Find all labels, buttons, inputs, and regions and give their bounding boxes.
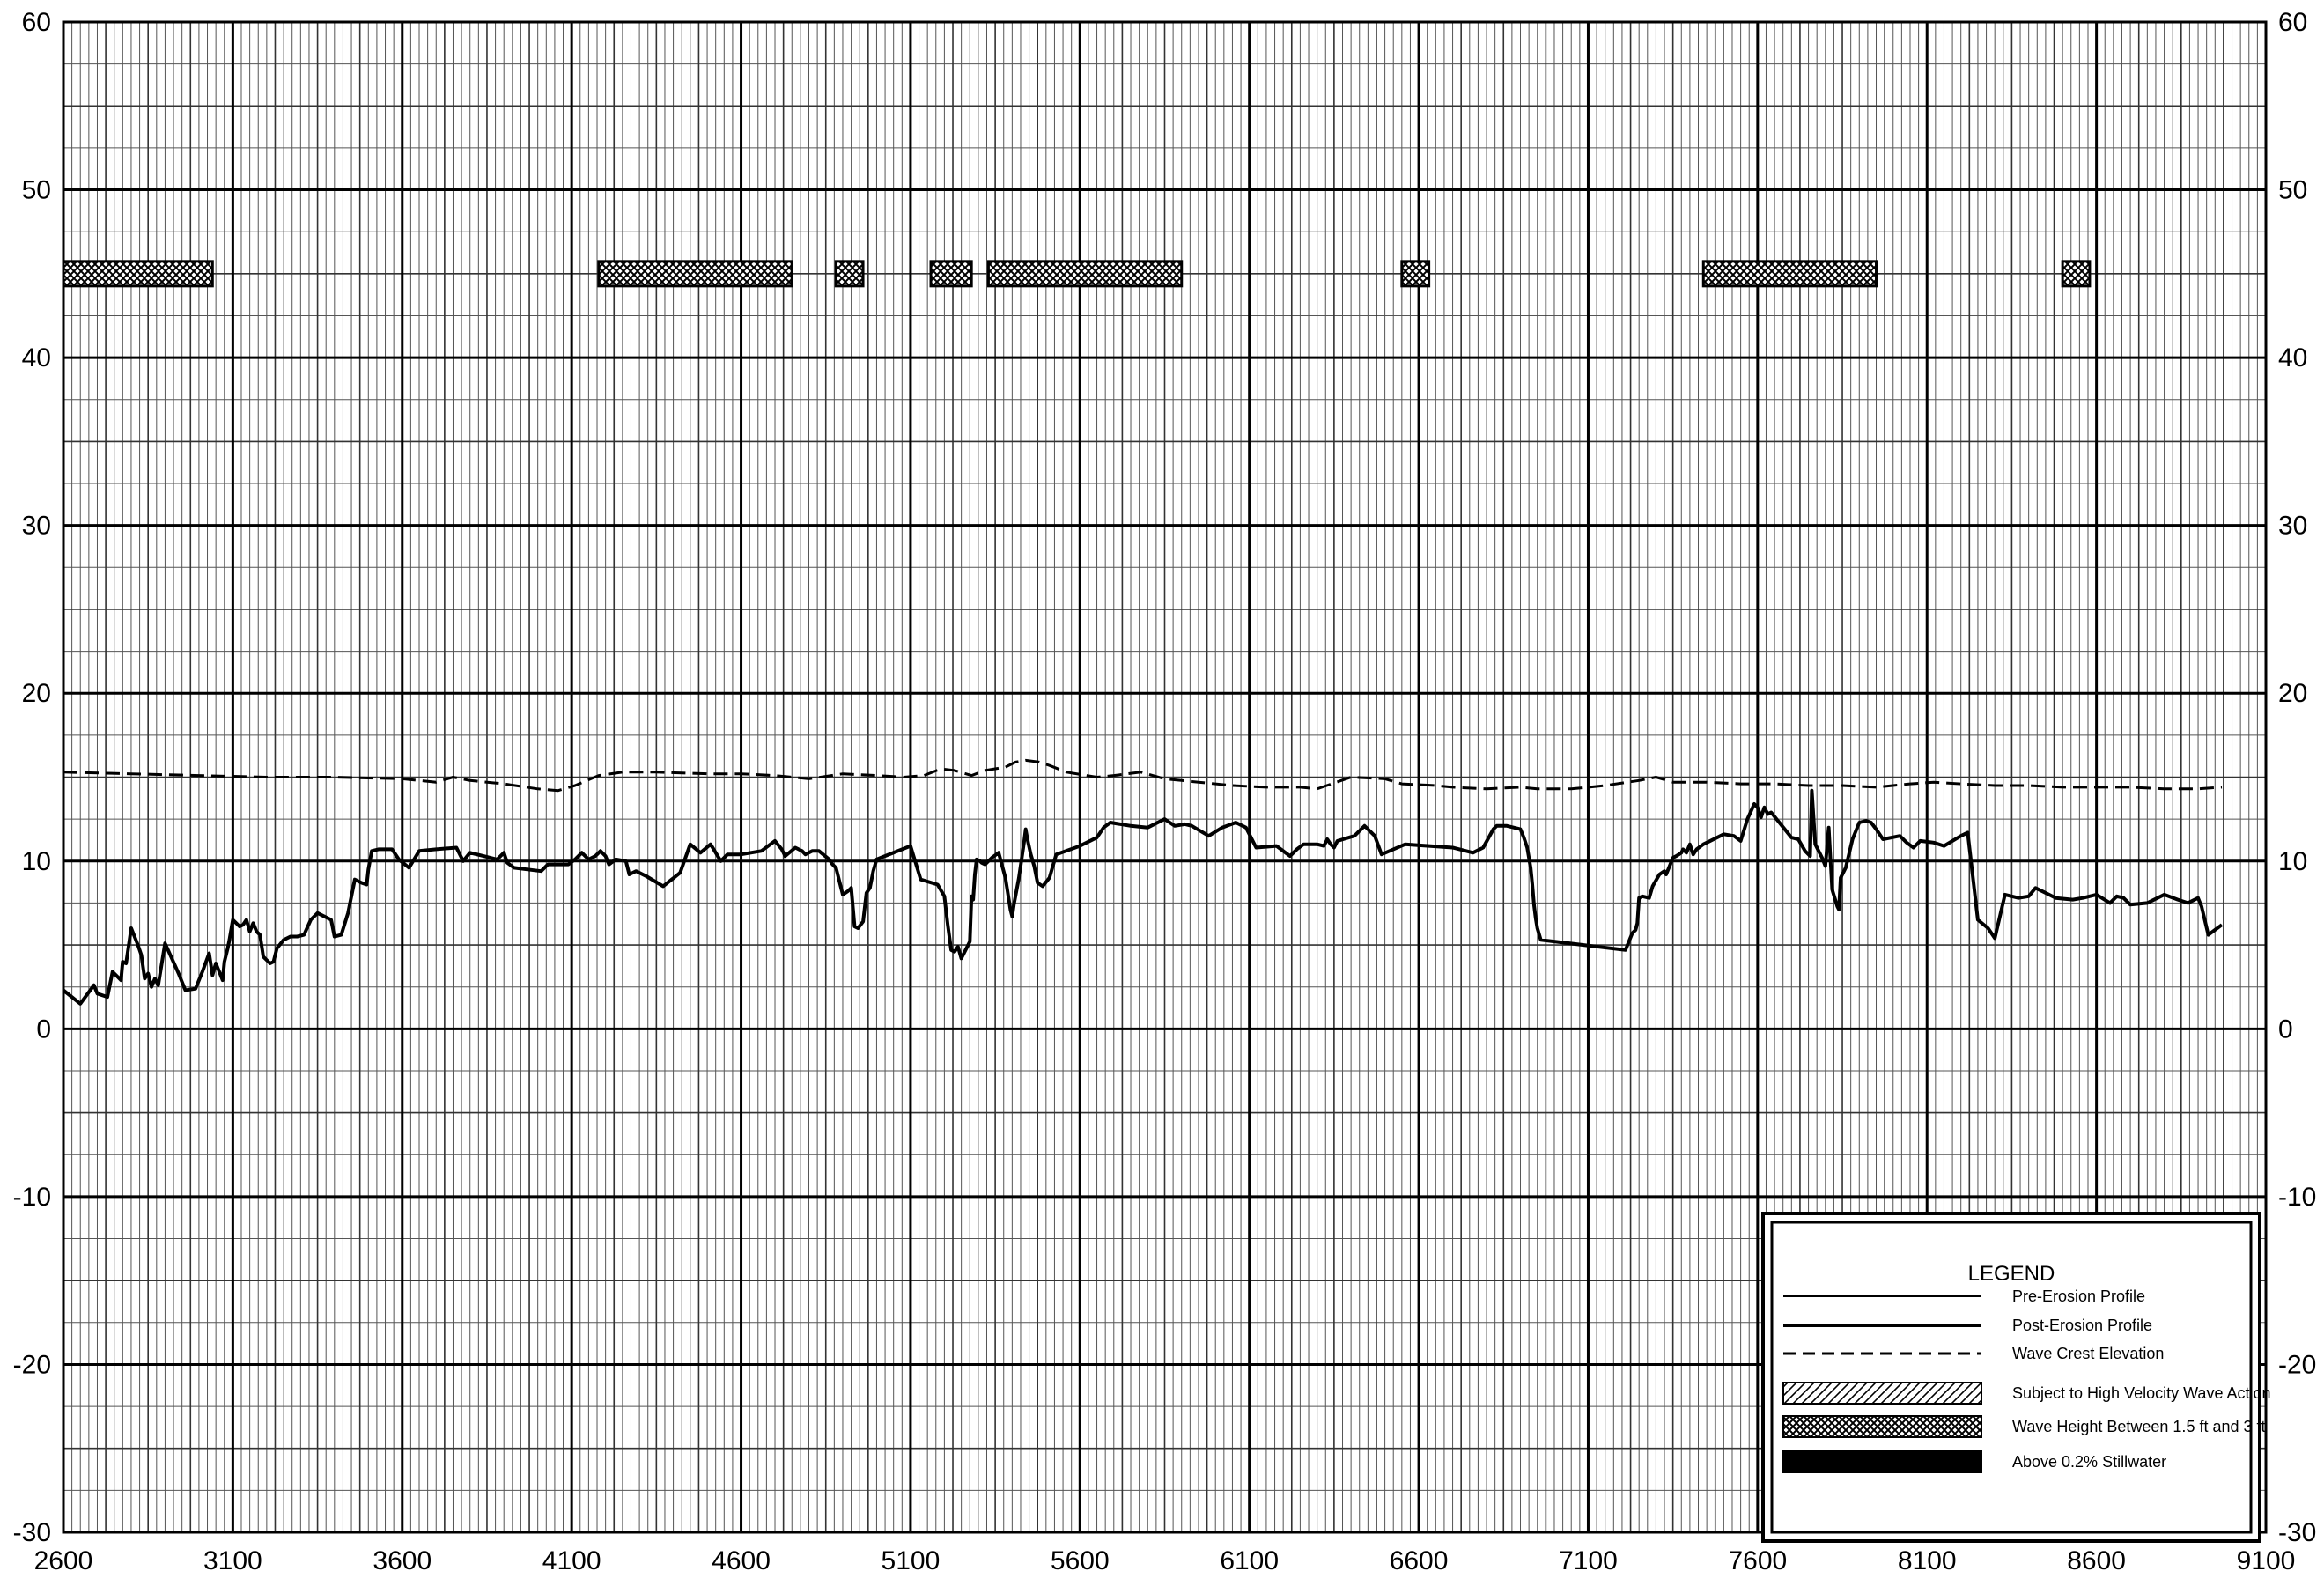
y-tick-label-left: -30 xyxy=(13,1518,51,1547)
wave-height-zone-bar xyxy=(986,260,1184,288)
y-tick-label-right: 0 xyxy=(2278,1014,2293,1044)
y-tick-label-left: 40 xyxy=(22,343,51,373)
wave-crest-elevation-line xyxy=(63,758,2223,793)
legend-title: LEGEND xyxy=(1968,1262,2055,1286)
x-tick-label: 7100 xyxy=(1559,1546,1618,1575)
x-tick-label: 4100 xyxy=(542,1546,601,1575)
legend-symbol-wave-height xyxy=(1782,1415,1982,1438)
y-tick-label-left: -10 xyxy=(13,1183,51,1212)
legend-item-label: Pre-Erosion Profile xyxy=(2012,1287,2145,1305)
x-tick-label: 5100 xyxy=(882,1546,941,1575)
wave-height-zone-bar xyxy=(597,260,793,288)
x-tick-label: 4600 xyxy=(712,1546,771,1575)
y-tick-label-left: 60 xyxy=(22,8,51,37)
wave-height-zone-bar xyxy=(1701,260,1878,288)
y-tick-label-right: 50 xyxy=(2278,176,2307,205)
y-tick-label-right: 30 xyxy=(2278,512,2307,541)
x-tick-label: 3600 xyxy=(373,1546,432,1575)
wave-height-zone-bar xyxy=(834,260,865,288)
y-tick-label-left: -20 xyxy=(13,1350,51,1379)
legend-frame-outer xyxy=(1761,1212,2261,1543)
wave-height-zone-bar xyxy=(929,260,973,288)
y-tick-label-right: 40 xyxy=(2278,343,2307,373)
series xyxy=(62,758,2224,1006)
y-tick-label-right: 20 xyxy=(2278,679,2307,708)
y-tick-label-right: -20 xyxy=(2278,1350,2316,1379)
x-tick-label: 5600 xyxy=(1051,1546,1110,1575)
x-tick-label: 8100 xyxy=(1898,1546,1957,1575)
axis-ticks: 2600 3100 3600 4100 4600 5100 5600 6100 6600 7100… xyxy=(13,8,2317,1575)
wave-height-zone-bar xyxy=(1400,260,1431,288)
y-tick-label-left: 0 xyxy=(36,1014,51,1044)
y-tick-label-left: 30 xyxy=(22,512,51,541)
legend-symbol-high-velocity xyxy=(1782,1382,1982,1405)
y-tick-label-right: -30 xyxy=(2278,1518,2316,1547)
wave-height-zone-bar xyxy=(62,260,214,288)
y-tick-label-left: 10 xyxy=(22,847,51,876)
y-tick-label-right: 60 xyxy=(2278,8,2307,37)
legend-item-label: Subject to High Velocity Wave Action xyxy=(2012,1384,2270,1402)
y-tick-label-right: -10 xyxy=(2278,1183,2316,1212)
legend-item-label: Above 0.2% Stillwater xyxy=(2012,1453,2166,1471)
legend-item-label: Wave Height Between 1.5 ft and 3 ft xyxy=(2012,1418,2266,1435)
plot-frame xyxy=(62,20,2268,1534)
x-tick-label: 9100 xyxy=(2237,1546,2296,1575)
legend-item-label: Post-Erosion Profile xyxy=(2012,1317,2152,1334)
x-tick-label: 3100 xyxy=(203,1546,262,1575)
post-erosion-profile-line xyxy=(62,788,2224,1006)
x-tick-label: 8600 xyxy=(2067,1546,2126,1575)
x-tick-label: 6600 xyxy=(1390,1546,1449,1575)
y-tick-label-right: 10 xyxy=(2278,847,2307,876)
x-tick-label: 6100 xyxy=(1220,1546,1279,1575)
legend-frame-inner xyxy=(1770,1221,2253,1534)
x-tick-label: 2600 xyxy=(34,1546,93,1575)
y-tick-label-left: 20 xyxy=(22,679,51,708)
legend-item-label: Wave Crest Elevation xyxy=(2012,1345,2164,1362)
y-tick-label-left: 50 xyxy=(22,176,51,205)
wave-height-zone-bar xyxy=(2061,260,2092,288)
legend-symbol-stillwater xyxy=(1782,1450,1982,1473)
x-tick-label: 7600 xyxy=(1728,1546,1787,1575)
wave-height-zones xyxy=(62,260,2092,288)
